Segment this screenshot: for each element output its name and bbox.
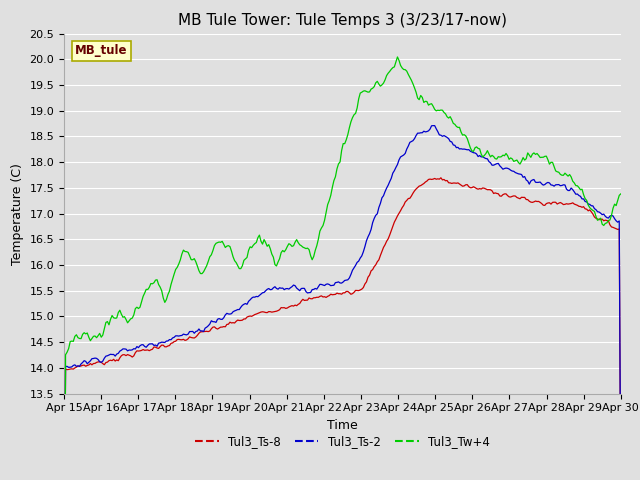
Y-axis label: Temperature (C): Temperature (C) [11,163,24,264]
Text: MB_tule: MB_tule [75,44,127,58]
Legend: Tul3_Ts-8, Tul3_Ts-2, Tul3_Tw+4: Tul3_Ts-8, Tul3_Ts-2, Tul3_Tw+4 [190,430,495,453]
X-axis label: Time: Time [327,419,358,432]
Title: MB Tule Tower: Tule Temps 3 (3/23/17-now): MB Tule Tower: Tule Temps 3 (3/23/17-now… [178,13,507,28]
